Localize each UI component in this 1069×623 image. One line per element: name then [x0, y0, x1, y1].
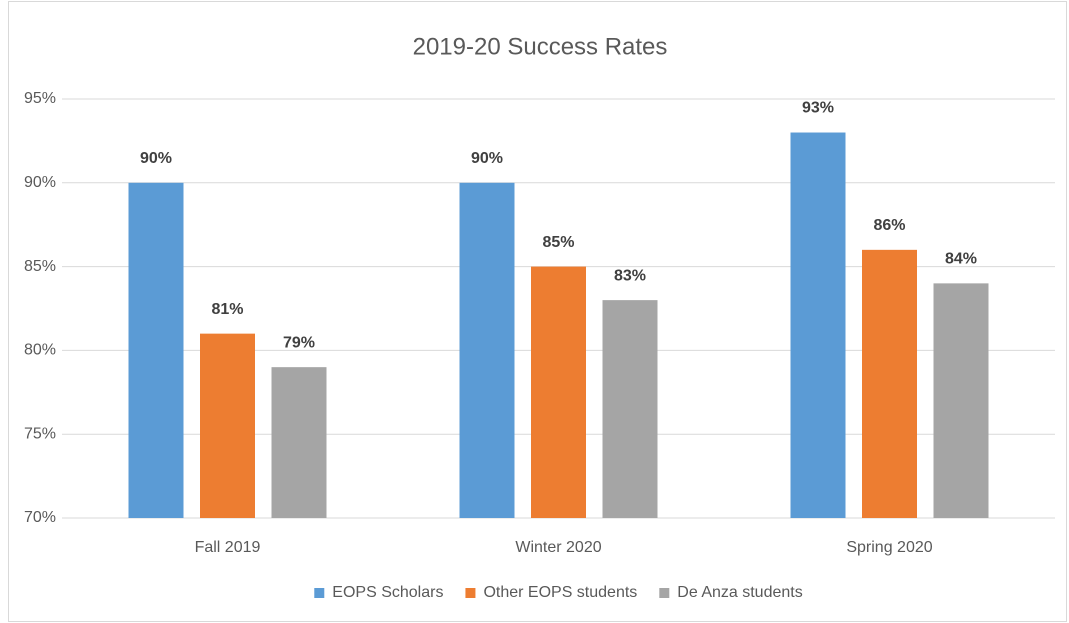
- bar: [459, 182, 515, 519]
- data-label: 79%: [283, 334, 315, 351]
- bar: [933, 283, 989, 518]
- x-tick-label: Winter 2020: [515, 539, 601, 556]
- y-tick-label: 75%: [24, 425, 56, 442]
- x-tick-label: Spring 2020: [846, 539, 932, 556]
- y-tick-label: 95%: [24, 90, 56, 107]
- bar: [531, 266, 586, 518]
- legend-swatch: [465, 588, 476, 598]
- legend-swatch: [314, 588, 325, 598]
- data-label: 90%: [140, 150, 172, 167]
- data-label: 93%: [802, 100, 834, 117]
- y-tick-label: 70%: [24, 509, 56, 526]
- chart-title: 2019-20 Success Rates: [413, 33, 668, 60]
- legend-label: De Anza students: [677, 584, 802, 601]
- bar: [602, 300, 658, 518]
- x-tick-label: Fall 2019: [195, 539, 261, 556]
- y-tick-label: 80%: [24, 342, 56, 359]
- legend-label: Other EOPS students: [483, 584, 637, 601]
- data-label: 84%: [945, 251, 977, 268]
- bar: [128, 182, 184, 519]
- data-label: 83%: [614, 267, 646, 284]
- bar: [271, 367, 327, 518]
- data-label: 90%: [471, 150, 503, 167]
- legend-label: EOPS Scholars: [332, 584, 443, 601]
- y-tick-label: 90%: [24, 174, 56, 191]
- data-label: 81%: [211, 301, 243, 318]
- bar: [200, 333, 255, 518]
- data-label: 86%: [873, 217, 905, 234]
- bar: [790, 132, 846, 518]
- legend-swatch: [659, 588, 670, 598]
- y-tick-label: 85%: [24, 258, 56, 275]
- bar: [862, 249, 917, 518]
- data-label: 85%: [542, 234, 574, 251]
